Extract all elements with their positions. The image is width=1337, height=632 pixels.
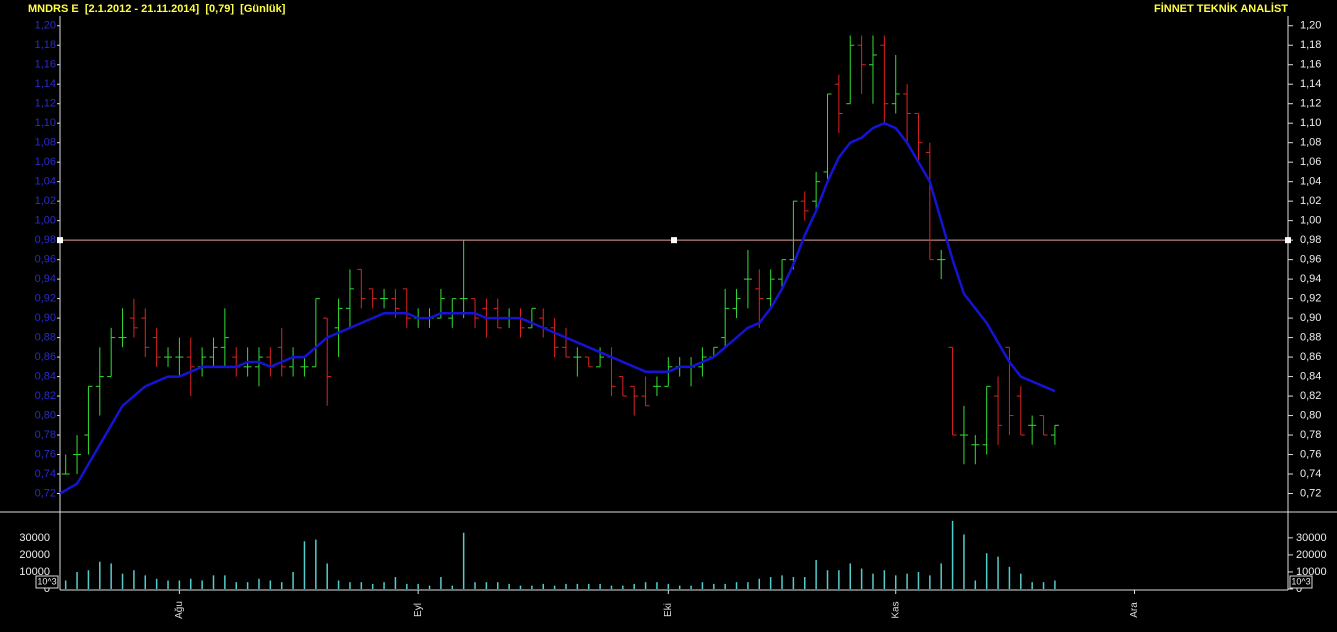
y-tick-label: 0,82 (35, 390, 56, 402)
chart-title: MNDRS E [2.1.2012 - 21.11.2014] [0,79] [… (28, 3, 286, 15)
y-tick-label-right: 1,16 (1300, 59, 1321, 71)
y-tick-label-right: 1,08 (1300, 137, 1321, 149)
y-tick-label-right: 0,98 (1300, 234, 1321, 246)
y-tick-label: 0,90 (35, 312, 56, 324)
y-tick-label: 0,86 (35, 351, 56, 363)
line-handle (671, 237, 677, 244)
y-tick-label: 1,18 (35, 39, 56, 51)
y-tick-label-right: 1,00 (1300, 215, 1321, 227)
y-tick-label-right: 0,86 (1300, 351, 1321, 363)
y-tick-label-right: 0,96 (1300, 254, 1321, 266)
y-tick-label-right: 1,20 (1300, 20, 1321, 32)
y-tick-label-right: 1,02 (1300, 195, 1321, 207)
unit-box (1289, 575, 1313, 589)
y-tick-label: 1,14 (35, 78, 56, 90)
y-tick-label: 1,16 (35, 59, 56, 71)
y-tick-label: 0,76 (35, 448, 56, 460)
x-tick-label: Ara (1129, 602, 1140, 618)
y-tick-label: 1,04 (35, 176, 56, 188)
y-tick-label-right: 20000 (1296, 549, 1327, 561)
x-tick-label: Ağu (174, 601, 185, 619)
y-tick-label: 1,10 (35, 117, 56, 129)
y-tick-label-right: 0,88 (1300, 331, 1321, 343)
y-tick-label: 0,72 (35, 487, 56, 499)
x-tick-label: Kas (890, 601, 901, 618)
y-tick-label: 30000 (19, 532, 50, 544)
y-tick-label-right: 0,92 (1300, 293, 1321, 305)
line-handle (1285, 237, 1291, 244)
y-tick-label: 1,08 (35, 137, 56, 149)
y-tick-label: 10000 (19, 566, 50, 578)
y-tick-label: 0,94 (35, 273, 56, 285)
y-tick-label-right: 0,84 (1300, 370, 1321, 382)
y-tick-label: 0,98 (35, 234, 56, 246)
y-tick-label-right: 0 (1296, 583, 1302, 595)
line-handle (57, 237, 63, 244)
y-tick-label-right: 0,94 (1300, 273, 1321, 285)
y-tick-label-right: 0,76 (1300, 448, 1321, 460)
y-tick-label-right: 1,12 (1300, 98, 1321, 110)
y-tick-label: 1,12 (35, 98, 56, 110)
x-tick-label: Eki (663, 603, 674, 617)
y-tick-label-right: 1,18 (1300, 39, 1321, 51)
y-tick-label-right: 0,80 (1300, 409, 1321, 421)
y-tick-label: 0,96 (35, 254, 56, 266)
unit-box (35, 575, 59, 589)
y-tick-label-right: 10000 (1296, 566, 1327, 578)
brand: FİNNET TEKNİK ANALİST (1154, 2, 1288, 15)
moving-average-line (59, 121, 1056, 495)
y-tick-label-right: 1,06 (1300, 156, 1321, 168)
y-tick-label: 0,74 (35, 468, 56, 480)
y-tick-label-right: 30000 (1296, 532, 1327, 544)
volume-unit: 10^3 (37, 576, 56, 586)
x-tick-label: Eyl (413, 603, 424, 617)
y-tick-label-right: 0,82 (1300, 390, 1321, 402)
y-tick-label-right: 0,90 (1300, 312, 1321, 324)
y-tick-label: 1,02 (35, 195, 56, 207)
y-tick-label-right: 0,78 (1300, 429, 1321, 441)
y-tick-label: 0,88 (35, 331, 56, 343)
y-tick-label: 0,92 (35, 293, 56, 305)
y-tick-label: 1,00 (35, 215, 56, 227)
y-tick-label-right: 1,04 (1300, 176, 1321, 188)
y-tick-label: 1,20 (35, 20, 56, 32)
y-tick-label: 0,80 (35, 409, 56, 421)
y-tick-label: 0,84 (35, 370, 56, 382)
y-tick-label-right: 1,10 (1300, 117, 1321, 129)
y-tick-label: 0 (44, 583, 50, 595)
y-tick-label-right: 0,72 (1300, 487, 1321, 499)
y-tick-label: 1,06 (35, 156, 56, 168)
volume-unit: 10^3 (1291, 576, 1310, 586)
y-tick-label-right: 1,14 (1300, 78, 1321, 90)
y-tick-label-right: 0,74 (1300, 468, 1321, 480)
y-tick-label: 0,78 (35, 429, 56, 441)
y-tick-label: 20000 (19, 549, 50, 561)
